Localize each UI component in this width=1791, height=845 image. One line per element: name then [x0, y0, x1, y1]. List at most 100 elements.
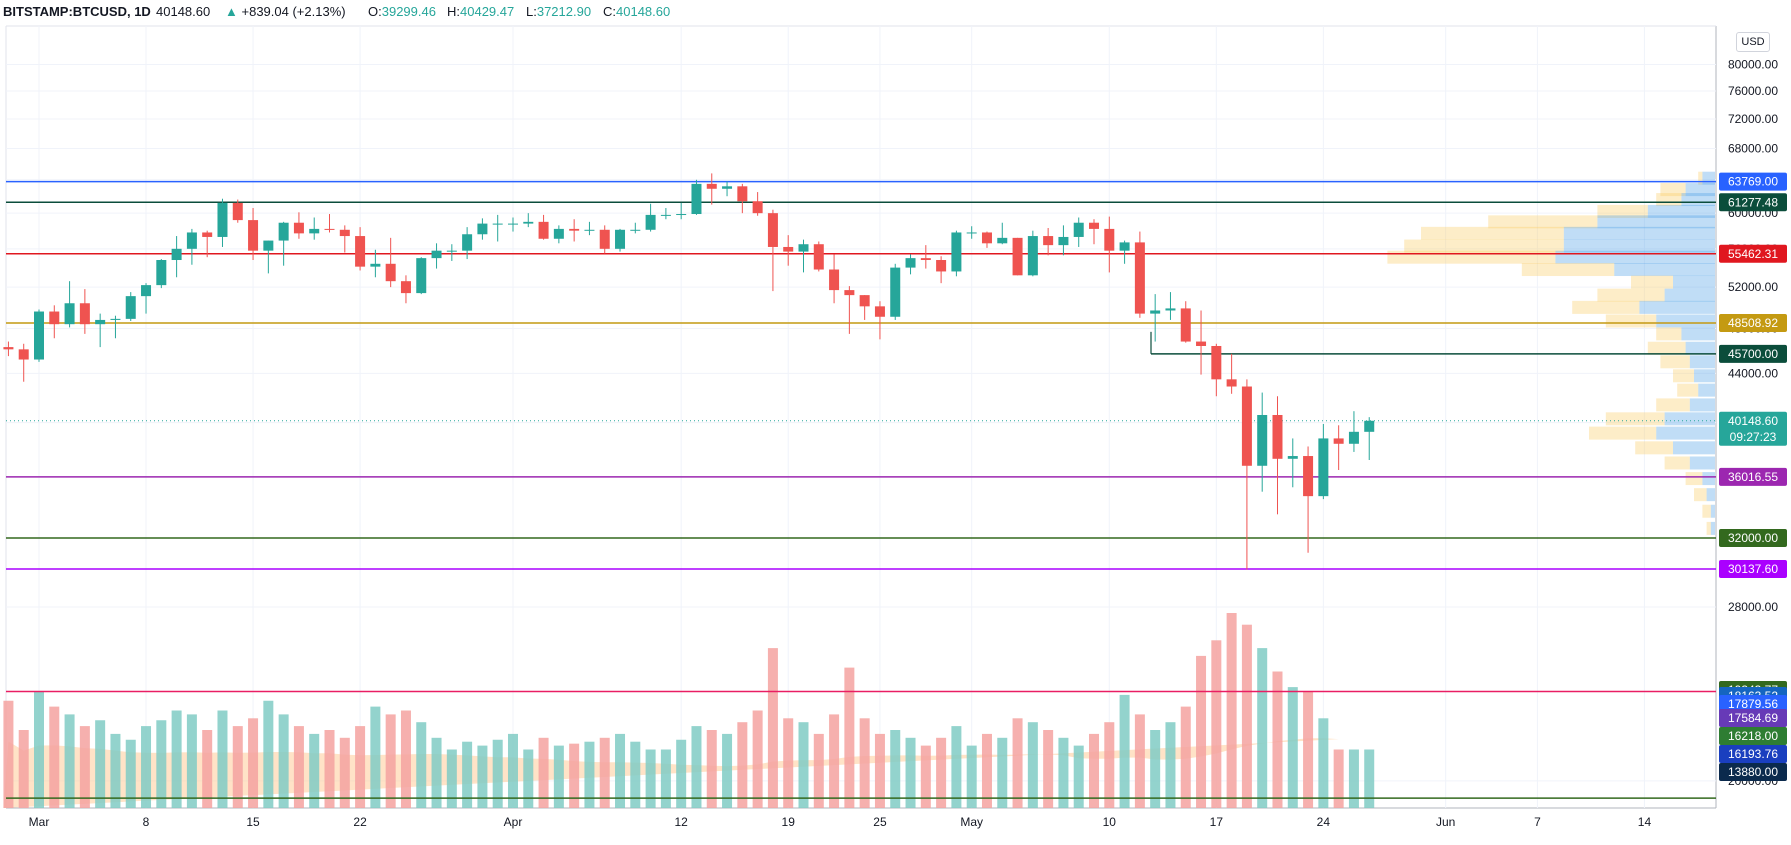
vp-down-bar: [1677, 383, 1699, 397]
candles: [3, 173, 1375, 570]
volume-bar: [859, 718, 870, 808]
vp-down-bar: [1387, 250, 1556, 264]
volume-bar: [676, 739, 687, 808]
volume-bar: [844, 667, 855, 808]
volume-bar: [752, 710, 763, 808]
candle-body: [156, 260, 167, 286]
vp-down-bar: [1521, 263, 1615, 277]
x-tick-label: 17: [1210, 815, 1224, 829]
vp-down-bar: [1597, 288, 1665, 302]
x-tick-label: Mar: [29, 815, 50, 829]
countdown-label: 09:27:23: [1730, 430, 1777, 444]
volume-bar: [339, 737, 350, 808]
symbol: BITSTAMP:BTCUSD, 1D: [3, 4, 151, 19]
volume-bar: [966, 745, 977, 808]
vp-up-bar: [1706, 488, 1715, 502]
candle-body: [1165, 308, 1176, 311]
x-tick-label: 14: [1638, 815, 1652, 829]
volume-profile: [1387, 171, 1715, 535]
level-tag-label: 55462.31: [1728, 247, 1778, 261]
volume-bar: [874, 733, 885, 808]
volume-bar: [34, 691, 44, 808]
horizontal-levels: [6, 180, 1716, 799]
volume-bar: [1058, 737, 1069, 808]
vp-up-bar: [1702, 472, 1715, 486]
volume-bar: [1104, 722, 1115, 808]
candle-body: [615, 229, 626, 249]
chart-background: [0, 24, 1791, 845]
candle-body: [1272, 414, 1283, 459]
candle-body: [1226, 379, 1237, 387]
volume-bar: [1241, 624, 1252, 808]
candle-body: [171, 248, 182, 261]
x-tick-label: 24: [1317, 815, 1331, 829]
currency-badge[interactable]: USD: [1736, 32, 1770, 52]
level-tag-label: 17879.56: [1728, 697, 1778, 711]
volume-bar: [462, 741, 473, 808]
volume-bar: [722, 733, 733, 808]
candle-body: [874, 306, 885, 317]
candle-body: [1196, 341, 1207, 346]
vp-down-bar: [1572, 300, 1640, 314]
candle-body: [1104, 228, 1115, 251]
level-tag-bg: [1719, 528, 1787, 547]
vp-up-bar: [1694, 369, 1715, 383]
volume-bar: [783, 718, 794, 808]
level-tag-bg: [1719, 244, 1787, 263]
volume-bar: [1272, 671, 1283, 808]
volume-bar: [599, 737, 610, 808]
x-tick-label: Jun: [1436, 815, 1455, 829]
candle-body: [722, 186, 733, 189]
candle-body: [400, 281, 411, 294]
candle-body: [339, 229, 350, 237]
close-label: C:: [603, 4, 616, 19]
vp-down-bar: [1673, 369, 1694, 383]
volume-bar: [1318, 718, 1329, 808]
volume-bar: [798, 722, 809, 808]
high-value: 40429.47: [460, 4, 515, 19]
level-tag-bg: [1719, 727, 1787, 745]
volume-bar: [829, 714, 840, 808]
volume-bar: [18, 730, 29, 808]
level-tag-label: 32000.00: [1728, 531, 1778, 545]
volume-bar: [1287, 687, 1298, 808]
level-tags: 63769.00 61277.48 55462.31 48508.92 45700.00…: [1719, 172, 1787, 781]
level-tag-bg: [1719, 314, 1787, 333]
symbol-label: BITSTAMP:BTCUSD, 1D: [3, 4, 151, 19]
candle-body: [355, 236, 366, 267]
volume-bar: [569, 743, 580, 808]
x-tick-label: 8: [143, 815, 150, 829]
candle-body: [1180, 308, 1191, 342]
candle-body: [1241, 386, 1252, 466]
candle-body: [691, 183, 702, 215]
candle-body: [1058, 236, 1069, 246]
level-tag-label: 45700.00: [1728, 347, 1778, 361]
candle-body: [1119, 242, 1130, 251]
volume-bar: [477, 745, 488, 808]
vp-up-bar: [1664, 288, 1715, 302]
volume-bar: [431, 737, 442, 808]
ohlc-high: H:40429.47: [447, 4, 514, 19]
candle-body: [1150, 310, 1161, 314]
change-label: ▲ +839.04 (+2.13%): [225, 4, 346, 19]
volume-bar: [1303, 691, 1314, 808]
vp-down-bar: [1404, 239, 1564, 253]
y-tick-label: 28000.00: [1728, 600, 1778, 614]
x-tick-label: May: [960, 815, 983, 829]
vp-up-bar: [1563, 226, 1715, 240]
vp-up-bar: [1647, 204, 1715, 218]
volume-bar: [492, 739, 503, 808]
ohlc-low: L:37212.90: [526, 4, 591, 19]
vp-down-bar: [1631, 275, 1673, 289]
candle-body: [1027, 236, 1038, 276]
vp-down-bar: [1488, 215, 1598, 229]
candle-body: [676, 214, 687, 216]
vp-up-bar: [1656, 314, 1715, 328]
chart-header: BITSTAMP:BTCUSD, 1D 40148.60 ▲ +839.04 (…: [0, 0, 1791, 24]
volume-bar: [553, 745, 564, 808]
y-tick-label: 44000.00: [1728, 366, 1778, 380]
volume-bar: [217, 710, 228, 808]
candle-body: [278, 222, 289, 241]
vp-up-bar: [1597, 215, 1715, 229]
